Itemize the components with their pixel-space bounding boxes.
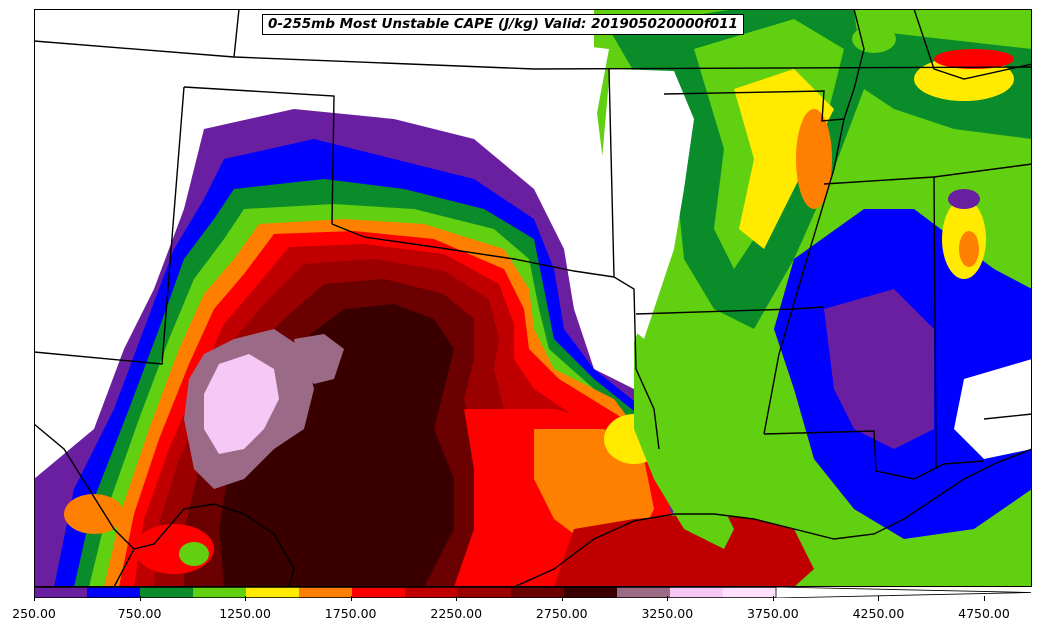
colorbar-segment xyxy=(140,587,194,598)
cape-contour xyxy=(204,354,279,454)
border-line xyxy=(34,40,1032,70)
colorbar-tick-label: 3250.00 xyxy=(641,606,694,621)
cape-contour xyxy=(554,514,814,587)
colorbar-tick-label: 2750.00 xyxy=(535,606,588,621)
border-line xyxy=(763,430,985,480)
colorbar-tick-label: 1250.00 xyxy=(219,606,271,621)
colorbar-tick-mark xyxy=(34,596,35,601)
colorbar-tick-mark xyxy=(667,596,669,601)
border-line xyxy=(113,548,135,587)
colorbar-tick-label: 250.00 xyxy=(12,606,56,621)
colorbar-segment xyxy=(564,587,618,598)
coastline xyxy=(513,448,1032,587)
colorbar-segment xyxy=(34,587,88,598)
colorbar-segment xyxy=(246,587,300,598)
cape-contour xyxy=(179,542,209,566)
cape-field-map xyxy=(34,9,1032,587)
border-line xyxy=(983,413,1032,420)
colorbar-tick-mark xyxy=(772,596,774,601)
cape-contour xyxy=(948,189,980,209)
border-line xyxy=(663,90,845,122)
cape-contour xyxy=(954,359,1032,459)
colorbar-segment xyxy=(193,587,247,598)
border-line xyxy=(635,306,825,315)
border-line xyxy=(34,423,295,587)
colorbar-tick-mark xyxy=(139,596,141,601)
border-line xyxy=(183,86,335,225)
colorbar-tick-label: 3750.00 xyxy=(747,606,799,621)
colorbar-segment xyxy=(299,587,353,598)
colorbar-segment xyxy=(617,587,671,598)
colorbar-segment xyxy=(670,587,724,598)
colorbar-segment xyxy=(511,587,565,598)
colorbar-segment xyxy=(87,587,141,598)
border-line xyxy=(843,9,865,120)
border-line xyxy=(913,9,1032,80)
cape-contour xyxy=(634,369,734,549)
cape-contour xyxy=(294,334,344,384)
colorbar-segment xyxy=(723,587,777,598)
border-line xyxy=(34,86,185,365)
colorbar-tick-mark xyxy=(984,596,985,601)
border-line xyxy=(763,118,845,435)
border-line xyxy=(331,223,615,278)
colorbar-segment xyxy=(405,587,459,598)
colorbar-tick-mark xyxy=(878,596,880,601)
colorbar-tick-mark xyxy=(245,596,247,601)
colorbar-ticks: 250.00 750.00 1250.00 1750.00 2250.00 2750.00… xyxy=(0,596,1042,626)
map-plot-area xyxy=(34,9,1032,587)
colorbar-segment xyxy=(458,587,512,598)
state-borders xyxy=(34,9,1032,587)
border-line xyxy=(608,68,660,450)
colorbar-tick-label: 2250.00 xyxy=(430,606,483,621)
cape-shaded-field xyxy=(34,9,1032,587)
colorbar-tick-label: 750.00 xyxy=(117,606,162,621)
cape-contour xyxy=(64,494,124,534)
border-line xyxy=(233,9,240,58)
cape-contour xyxy=(824,289,934,449)
colorbar-tick-mark xyxy=(561,596,563,601)
map-title: 0-255mb Most Unstable CAPE (J/kg) Valid:… xyxy=(262,14,744,35)
colorbar-tick-label: 1750.00 xyxy=(324,606,377,621)
colorbar-tick-label: 4750.00 xyxy=(958,606,1010,621)
colorbar-tick-mark xyxy=(456,596,458,601)
cape-contour xyxy=(959,231,979,267)
cape-contour xyxy=(934,49,1014,69)
colorbar-extend-triangle xyxy=(775,587,1032,598)
cape-contour xyxy=(796,109,832,209)
colorbar-segment xyxy=(352,587,406,598)
colorbar-tick-mark xyxy=(350,596,352,601)
border-line xyxy=(933,176,937,470)
colorbar xyxy=(34,587,1032,598)
colorbar-tick-label: 4250.00 xyxy=(852,606,905,621)
